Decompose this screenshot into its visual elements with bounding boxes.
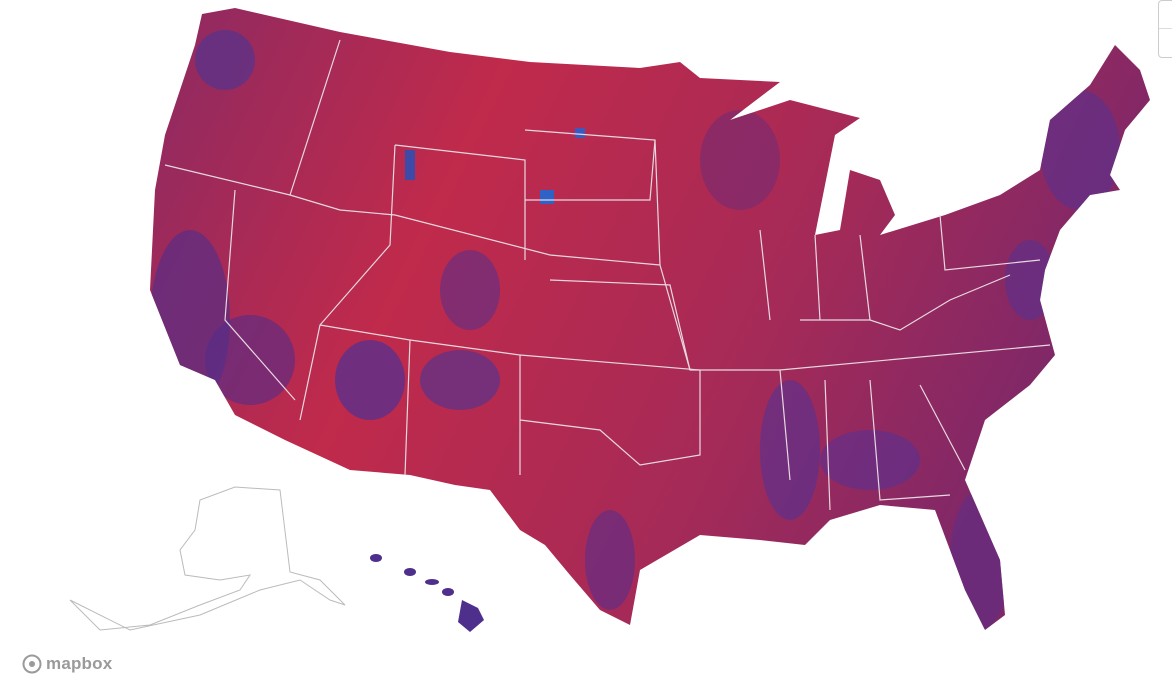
mapbox-logo[interactable]: mapbox (22, 654, 112, 674)
contiguous-us[interactable] (150, 8, 1150, 630)
zoom-in[interactable] (1159, 1, 1172, 29)
alaska (69, 486, 346, 631)
zoom-control[interactable] (1158, 0, 1172, 58)
logo-text: mapbox (46, 654, 113, 673)
state-borders (164, 39, 1051, 511)
logo-icon (22, 654, 42, 674)
hawaii (370, 554, 484, 632)
